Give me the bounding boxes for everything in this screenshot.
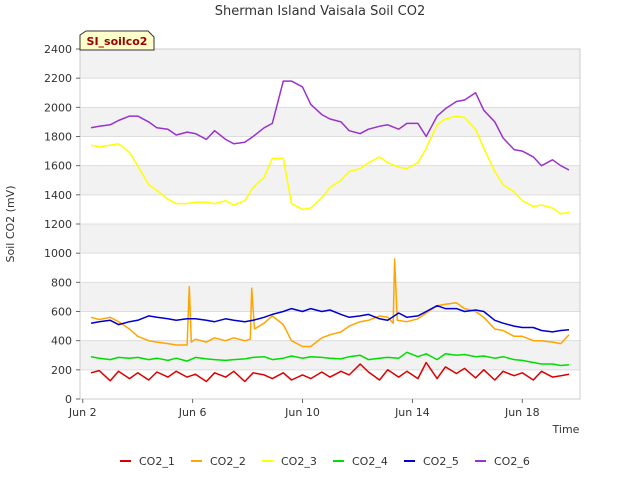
y-tick-label: 2400 <box>44 43 72 56</box>
y-tick-label: 1200 <box>44 218 72 231</box>
y-tick-label: 0 <box>65 393 72 406</box>
legend-label: CO2_2 <box>210 455 246 468</box>
x-tick-label: Jun 2 <box>68 406 97 419</box>
legend-item-co2-3: CO2_3 <box>262 455 317 468</box>
series-line-co2-3 <box>90 115 570 215</box>
x-tick-label: Jun 10 <box>284 406 320 419</box>
x-axis-label: Time <box>552 423 580 436</box>
series-line-co2-4 <box>90 351 570 367</box>
plot-band <box>80 107 580 137</box>
plot-band <box>80 340 580 370</box>
y-tick-label: 200 <box>51 364 72 377</box>
series-line-co2-5 <box>90 304 570 333</box>
chart-title: Sherman Island Vaisala Soil CO2 <box>215 4 425 19</box>
legend-label: CO2_6 <box>494 455 530 468</box>
y-tick-label: 1400 <box>44 189 72 202</box>
legend-item-co2-5: CO2_5 <box>404 455 459 468</box>
x-tick-label: Jun 6 <box>178 406 207 419</box>
legend-label: CO2_3 <box>281 455 317 468</box>
y-tick-label: 2200 <box>44 72 72 85</box>
legend-item-co2-4: CO2_4 <box>333 455 388 468</box>
y-tick-label: 1000 <box>44 247 72 260</box>
plot-band <box>80 49 580 79</box>
legend: CO2_1 CO2_2 CO2_3 CO2_4 CO2_5 CO2_6 <box>120 455 530 468</box>
y-tick-label: 1800 <box>44 131 72 144</box>
y-tick-label: 600 <box>51 306 72 319</box>
x-tick-label: Jun 18 <box>504 406 540 419</box>
site-label-badge: SI_soilco2 <box>79 30 155 51</box>
y-tick-label: 1600 <box>44 160 72 173</box>
x-tick-label: Jun 14 <box>394 406 430 419</box>
legend-item-co2-6: CO2_6 <box>475 455 530 468</box>
site-label-box <box>79 30 155 51</box>
x-axis-ticks: Jun 2 Jun 6 Jun 10 Jun 14 Jun 18 <box>68 399 540 419</box>
legend-item-co2-1: CO2_1 <box>120 455 175 468</box>
legend-label: CO2_5 <box>423 455 459 468</box>
legend-item-co2-2: CO2_2 <box>191 455 246 468</box>
site-label-text: SI_soilco2 <box>87 35 148 48</box>
series-lines <box>90 80 570 383</box>
plot-band <box>80 165 580 195</box>
y-axis-ticks: 0 200 400 600 800 1000 1200 1400 1600 1800 2000 220… <box>44 43 80 406</box>
series-line-co2-1 <box>90 361 570 383</box>
y-tick-label: 800 <box>51 276 72 289</box>
legend-label: CO2_1 <box>139 455 175 468</box>
series-line-co2-2 <box>90 258 570 348</box>
plot-band <box>80 224 580 254</box>
y-tick-label: 2000 <box>44 101 72 114</box>
y-axis-label: Soil CO2 (mV) <box>4 186 17 263</box>
legend-label: CO2_4 <box>352 455 388 468</box>
y-tick-label: 400 <box>51 335 72 348</box>
series-line-co2-6 <box>90 80 570 171</box>
plot-band <box>80 282 580 312</box>
